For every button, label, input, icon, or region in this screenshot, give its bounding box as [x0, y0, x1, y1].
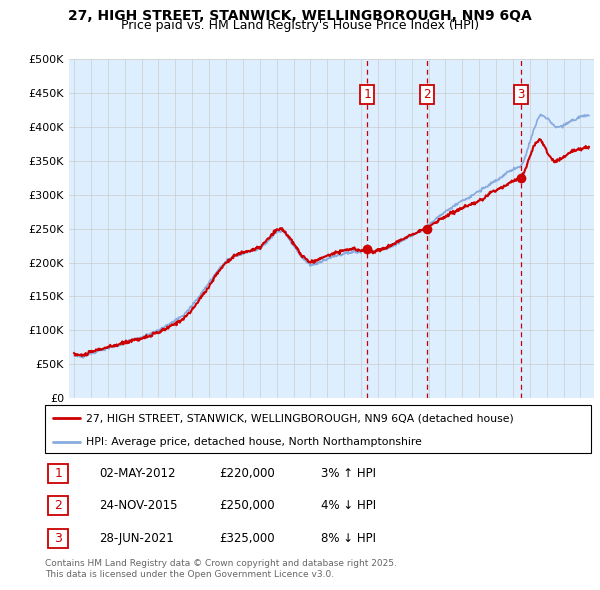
Text: 27, HIGH STREET, STANWICK, WELLINGBOROUGH, NN9 6QA: 27, HIGH STREET, STANWICK, WELLINGBOROUG… [68, 9, 532, 23]
Text: Contains HM Land Registry data © Crown copyright and database right 2025.: Contains HM Land Registry data © Crown c… [45, 559, 397, 568]
Text: 4% ↓ HPI: 4% ↓ HPI [321, 499, 376, 512]
Text: This data is licensed under the Open Government Licence v3.0.: This data is licensed under the Open Gov… [45, 571, 334, 579]
Text: 28-JUN-2021: 28-JUN-2021 [99, 532, 174, 545]
Text: 24-NOV-2015: 24-NOV-2015 [99, 499, 178, 512]
Text: 3: 3 [517, 88, 525, 101]
Text: £325,000: £325,000 [219, 532, 275, 545]
Text: 2: 2 [423, 88, 431, 101]
Text: 27, HIGH STREET, STANWICK, WELLINGBOROUGH, NN9 6QA (detached house): 27, HIGH STREET, STANWICK, WELLINGBOROUG… [86, 413, 514, 423]
Text: HPI: Average price, detached house, North Northamptonshire: HPI: Average price, detached house, Nort… [86, 437, 422, 447]
Text: 1: 1 [54, 467, 62, 480]
Text: 2: 2 [54, 499, 62, 512]
Text: 1: 1 [363, 88, 371, 101]
Text: 8% ↓ HPI: 8% ↓ HPI [321, 532, 376, 545]
Text: Price paid vs. HM Land Registry's House Price Index (HPI): Price paid vs. HM Land Registry's House … [121, 19, 479, 32]
Text: 02-MAY-2012: 02-MAY-2012 [99, 467, 176, 480]
Text: 3: 3 [54, 532, 62, 545]
Text: 3% ↑ HPI: 3% ↑ HPI [321, 467, 376, 480]
Text: £250,000: £250,000 [219, 499, 275, 512]
Text: £220,000: £220,000 [219, 467, 275, 480]
